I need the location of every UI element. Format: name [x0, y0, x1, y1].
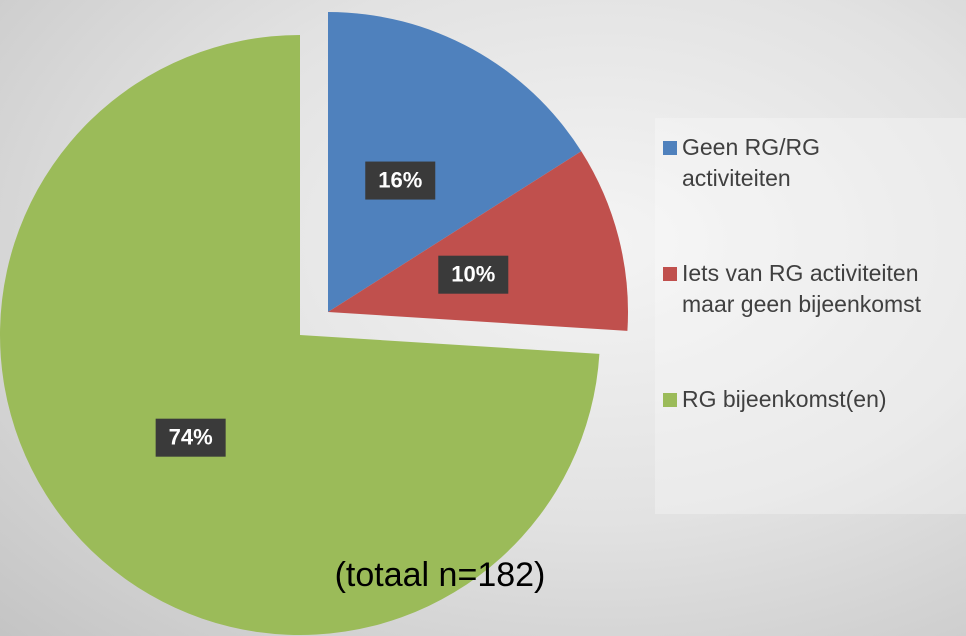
data-label: 74%	[169, 424, 213, 449]
pie-slice	[328, 151, 628, 331]
legend-item: Iets van RG activiteiten maar geen bijee…	[663, 258, 963, 320]
legend-item: RG bijeenkomst(en)	[663, 384, 963, 415]
legend-swatch	[663, 267, 677, 281]
legend-label: RG bijeenkomst(en)	[682, 386, 887, 412]
legend-label: Geen RG/RG activiteiten	[682, 134, 821, 191]
data-label-box	[438, 255, 509, 294]
legend-item: Geen RG/RG activiteiten	[663, 132, 963, 194]
pie-slice	[0, 35, 600, 635]
legend: Geen RG/RG activiteiten Iets van RG activ…	[655, 118, 966, 514]
annotation: (totaal n=182)	[334, 556, 546, 594]
data-label-box	[365, 161, 436, 200]
legend-swatch	[663, 393, 677, 407]
data-label-box	[155, 418, 226, 457]
legend-label: Iets van RG activiteiten maar geen bijee…	[682, 260, 922, 317]
pie-slice	[328, 12, 582, 312]
data-label: 16%	[378, 167, 422, 192]
data-label: 10%	[451, 262, 495, 287]
legend-swatch	[663, 141, 677, 155]
